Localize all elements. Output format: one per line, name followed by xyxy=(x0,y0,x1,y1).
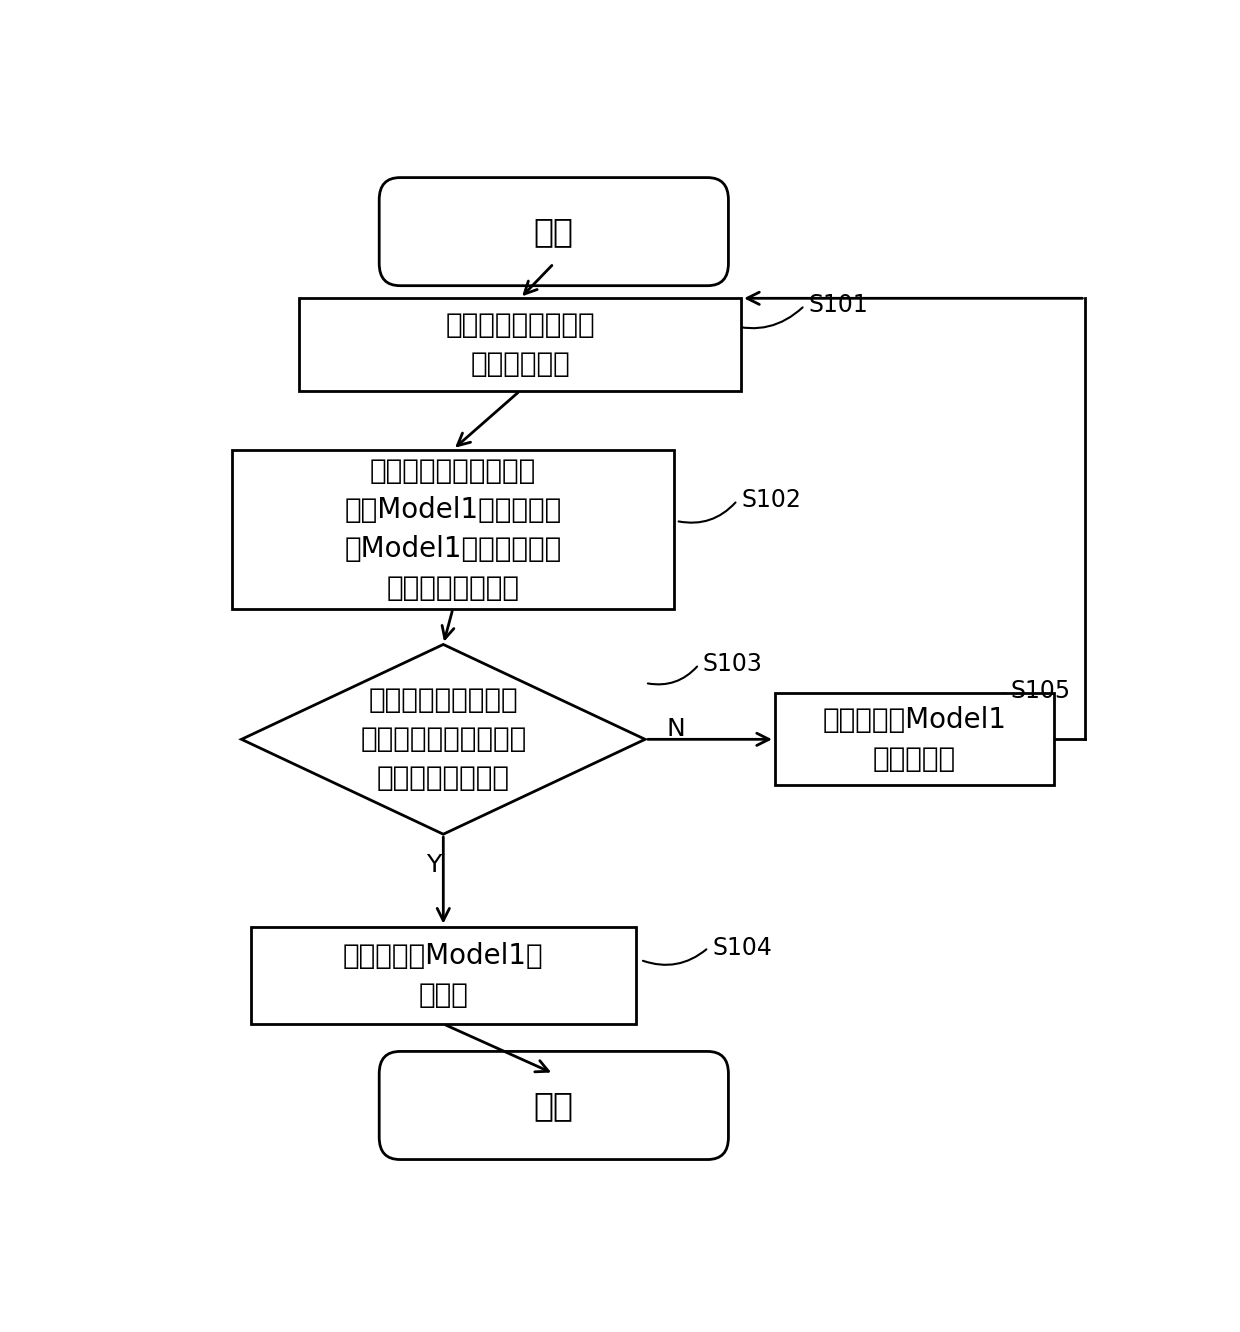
Text: S105: S105 xyxy=(1011,679,1070,703)
FancyBboxPatch shape xyxy=(379,177,728,285)
Bar xyxy=(250,927,635,1024)
Text: Y: Y xyxy=(427,852,441,876)
Text: 判断预测结果与输出
训练样本的结构相似性
是否满足预设条件: 判断预测结果与输出 训练样本的结构相似性 是否满足预设条件 xyxy=(360,686,527,793)
Bar xyxy=(775,693,1054,786)
FancyBboxPatch shape xyxy=(379,1051,728,1160)
Text: S101: S101 xyxy=(808,293,868,317)
Text: N: N xyxy=(666,717,684,741)
Text: 将输入训练样本作为所
训练Model1的输入，运
行Model1，获得输入训
练样本的预测结果: 将输入训练样本作为所 训练Model1的输入，运 行Model1，获得输入训 练… xyxy=(345,457,562,602)
Text: S103: S103 xyxy=(703,653,763,677)
Text: 结束: 结束 xyxy=(533,1090,574,1122)
Bar xyxy=(232,450,675,609)
Bar xyxy=(299,298,742,390)
Polygon shape xyxy=(242,645,645,834)
Text: S102: S102 xyxy=(742,489,801,513)
Text: S104: S104 xyxy=(712,935,773,959)
Text: 调整所训练Model1
的相关参数: 调整所训练Model1 的相关参数 xyxy=(822,706,1006,773)
Text: 开始: 开始 xyxy=(533,216,574,248)
Text: 停止迭代，Model1训
练完成: 停止迭代，Model1训 练完成 xyxy=(343,942,543,1008)
Text: 获取输入训练样本与
输出训练样本: 获取输入训练样本与 输出训练样本 xyxy=(445,310,595,378)
